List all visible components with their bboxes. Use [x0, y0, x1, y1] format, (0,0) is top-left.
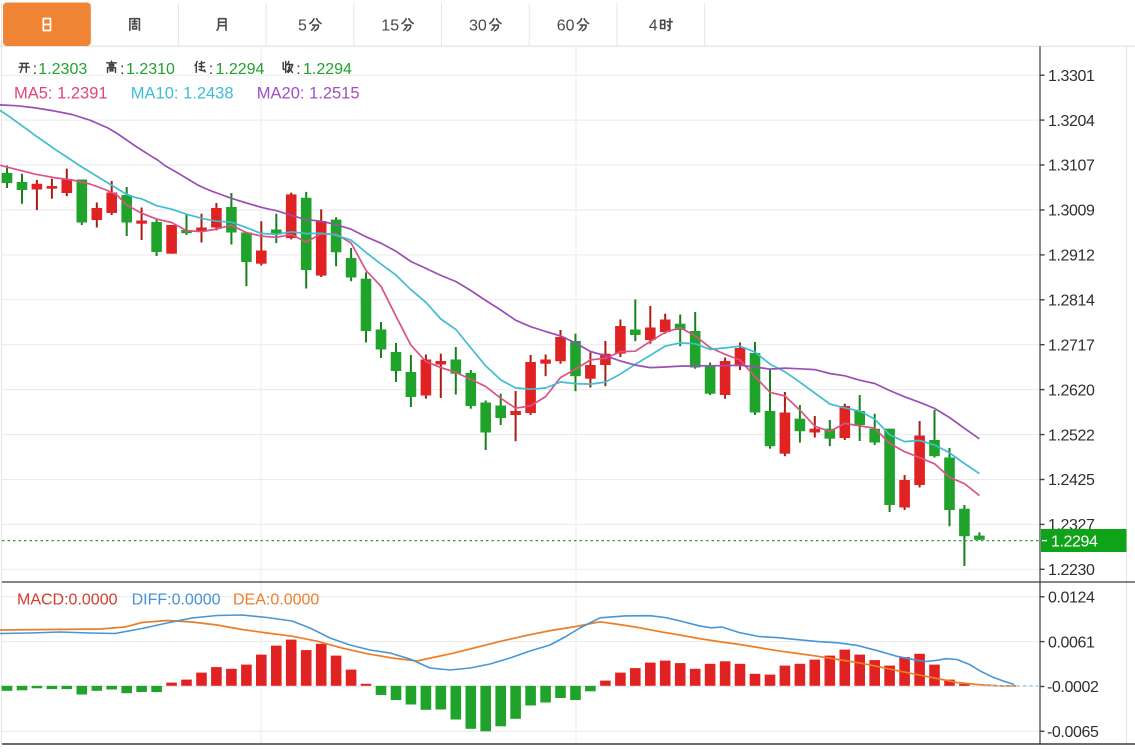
- svg-text:1.3204: 1.3204: [1048, 113, 1095, 130]
- svg-text:1.2522: 1.2522: [1048, 427, 1095, 444]
- svg-text:MA10: 1.2438: MA10: 1.2438: [131, 85, 234, 103]
- svg-text:MA5: 1.2391: MA5: 1.2391: [14, 85, 108, 103]
- svg-text:DEA:0.0000: DEA:0.0000: [233, 592, 319, 609]
- svg-text::: :: [33, 61, 37, 78]
- svg-text:-0.0002: -0.0002: [1047, 679, 1099, 696]
- svg-text:60: 60: [557, 17, 575, 34]
- svg-text:-0.0065: -0.0065: [1047, 724, 1099, 741]
- svg-text::: :: [296, 61, 300, 78]
- svg-text:1.2230: 1.2230: [1048, 562, 1095, 579]
- svg-text:1.2717: 1.2717: [1048, 337, 1095, 354]
- svg-text:1.2294: 1.2294: [1051, 533, 1098, 550]
- svg-text:5: 5: [298, 17, 307, 34]
- svg-text:0.0124: 0.0124: [1048, 590, 1095, 607]
- svg-text:1.2620: 1.2620: [1048, 382, 1095, 399]
- svg-text:0.0061: 0.0061: [1048, 634, 1095, 651]
- svg-text:4: 4: [649, 17, 658, 34]
- svg-text:30: 30: [469, 17, 487, 34]
- svg-text:1.3009: 1.3009: [1048, 203, 1095, 220]
- svg-text:1.2912: 1.2912: [1048, 248, 1095, 265]
- svg-text::: :: [209, 61, 213, 78]
- svg-text:1.2310: 1.2310: [126, 61, 175, 78]
- svg-text:15: 15: [381, 17, 399, 34]
- svg-text:1.2814: 1.2814: [1048, 293, 1095, 310]
- svg-text:1.3301: 1.3301: [1048, 68, 1095, 85]
- svg-text:1.2294: 1.2294: [216, 61, 265, 78]
- svg-text:1.2303: 1.2303: [38, 61, 87, 78]
- svg-text::: :: [120, 61, 124, 78]
- svg-text:1.2294: 1.2294: [303, 61, 352, 78]
- svg-text:1.3107: 1.3107: [1048, 158, 1095, 175]
- svg-text:MA20: 1.2515: MA20: 1.2515: [257, 85, 360, 103]
- svg-text:DIFF:0.0000: DIFF:0.0000: [132, 592, 221, 609]
- svg-text:1.2425: 1.2425: [1048, 472, 1095, 489]
- svg-text:MACD:0.0000: MACD:0.0000: [17, 592, 118, 609]
